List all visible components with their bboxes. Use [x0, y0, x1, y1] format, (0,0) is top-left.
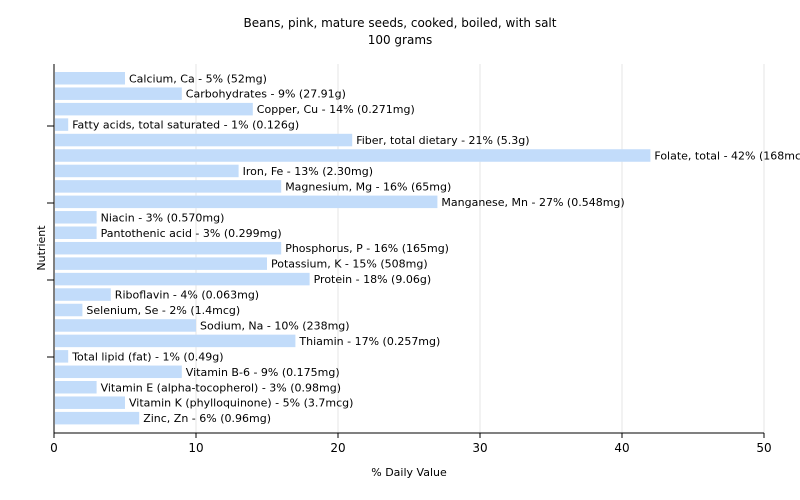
- bar: [55, 350, 69, 363]
- y-axis-label: Nutrient: [35, 225, 48, 271]
- x-axis-label: % Daily Value: [371, 466, 447, 479]
- bar: [55, 381, 97, 394]
- gridlines: [195, 64, 765, 433]
- bar-label: Fiber, total dietary - 21% (5.3g): [356, 134, 529, 147]
- bar-label: Phosphorus, P - 16% (165mg): [285, 242, 449, 255]
- bar: [55, 87, 182, 100]
- bars: Calcium, Ca - 5% (52mg) Carbohydrates - 9…: [55, 72, 800, 425]
- bar: [55, 334, 296, 348]
- bar: [55, 195, 438, 209]
- bar: [55, 303, 83, 317]
- x-tick-label: 10: [188, 441, 203, 455]
- bar-label: Manganese, Mn - 27% (0.548mg): [441, 196, 624, 209]
- y-axis-ticks: [47, 125, 54, 358]
- bar-label: Fatty acids, total saturated - 1% (0.126…: [72, 119, 299, 132]
- bar: [55, 149, 651, 162]
- bar-label: Folate, total - 42% (168mcg): [654, 150, 800, 163]
- bar-label: Vitamin K (phylloquinone) - 5% (3.7mcg): [129, 397, 353, 410]
- bar-label: Protein - 18% (9.06g): [314, 273, 432, 286]
- bar-label: Carbohydrates - 9% (27.91g): [186, 88, 346, 101]
- bar-label: Copper, Cu - 14% (0.271mg): [257, 103, 415, 116]
- bar: [55, 180, 282, 193]
- bar: [55, 396, 125, 409]
- bar: [55, 272, 310, 286]
- chart-title: Beans, pink, mature seeds, cooked, boile…: [244, 16, 557, 30]
- bar-label: Iron, Fe - 13% (2.30mg): [243, 165, 373, 178]
- bar: [55, 102, 253, 116]
- x-tick-label: 40: [614, 441, 629, 455]
- bar: [55, 288, 111, 301]
- x-tick-label: 30: [472, 441, 487, 455]
- bar-label: Potassium, K - 15% (508mg): [271, 258, 428, 271]
- bar-label: Pantothenic acid - 3% (0.299mg): [101, 227, 282, 240]
- bar: [55, 319, 196, 332]
- bar-label: Thiamin - 17% (0.257mg): [298, 335, 440, 348]
- bar: [55, 226, 97, 239]
- chart-subtitle: 100 grams: [368, 33, 433, 47]
- bar-label: Total lipid (fat) - 1% (0.49g): [71, 350, 223, 363]
- x-tick-label: 20: [330, 441, 345, 455]
- bar: [55, 211, 97, 224]
- bar: [55, 133, 353, 147]
- bar: [55, 411, 140, 425]
- bar-label: Selenium, Se - 2% (1.4mcg): [86, 304, 240, 317]
- bar: [55, 365, 182, 379]
- x-tick-label: 50: [756, 441, 771, 455]
- bar-label: Vitamin B-6 - 9% (0.175mg): [186, 366, 340, 379]
- bar-label: Vitamin E (alpha-tocopherol) - 3% (0.98m…: [101, 381, 341, 394]
- x-tick-label: 0: [50, 441, 58, 455]
- bar: [55, 257, 267, 270]
- bar: [55, 241, 282, 255]
- bar: [55, 164, 239, 178]
- bar-label: Niacin - 3% (0.570mg): [101, 211, 225, 224]
- bar-label: Zinc, Zn - 6% (0.96mg): [143, 412, 271, 425]
- x-axis-ticks: 0 10 20 30 40 50: [50, 433, 772, 455]
- bar: [55, 72, 125, 85]
- bar: [55, 118, 69, 131]
- bar-label: Magnesium, Mg - 16% (65mg): [285, 180, 451, 193]
- bar-label: Sodium, Na - 10% (238mg): [200, 319, 350, 332]
- bar-label: Riboflavin - 4% (0.063mg): [115, 289, 259, 302]
- bar-label: Calcium, Ca - 5% (52mg): [129, 72, 267, 85]
